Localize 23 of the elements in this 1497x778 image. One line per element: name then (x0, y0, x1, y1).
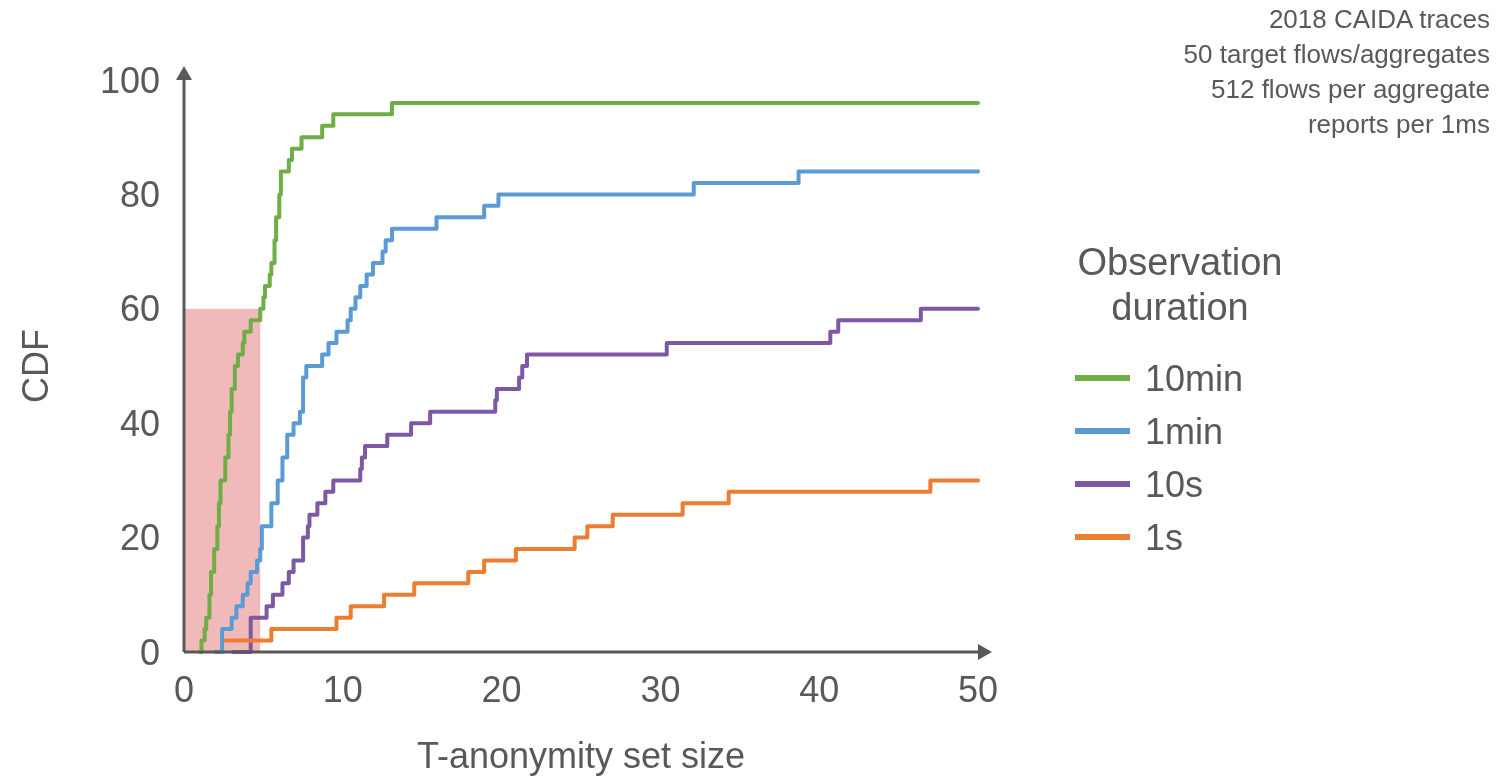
x-axis-title: T-anonymity set size (416, 735, 746, 776)
y-tick-label: 60 (119, 288, 160, 330)
y-tick-label: 40 (119, 402, 160, 444)
y-tick-label: 100 (99, 59, 160, 101)
legend-title: Observation duration (1077, 241, 1283, 328)
x-tick-label: 0 (173, 669, 195, 710)
text: 512 flows per aggregate (1211, 74, 1490, 104)
x-tick-label: 50 (957, 669, 999, 710)
legend-label: 1min (1145, 410, 1224, 452)
x-tick-label: 20 (481, 669, 522, 710)
x-tick-label: 10 (322, 669, 363, 710)
text: 50 target flows/aggregates (1183, 39, 1490, 69)
text: 2018 CAIDA traces (1268, 4, 1490, 34)
x-tick-label: 30 (640, 669, 681, 710)
legend-label: 1s (1145, 516, 1184, 558)
x-tick-label: 40 (799, 669, 840, 710)
y-tick-label: 0 (139, 631, 160, 673)
text: reports per 1ms (1307, 109, 1490, 139)
legend-label: 10s (1145, 463, 1204, 505)
legend-label: 10min (1145, 357, 1244, 399)
y-axis-title: CDF (15, 329, 56, 403)
y-tick-label: 80 (119, 174, 160, 215)
y-tick-label: 20 (119, 517, 160, 559)
